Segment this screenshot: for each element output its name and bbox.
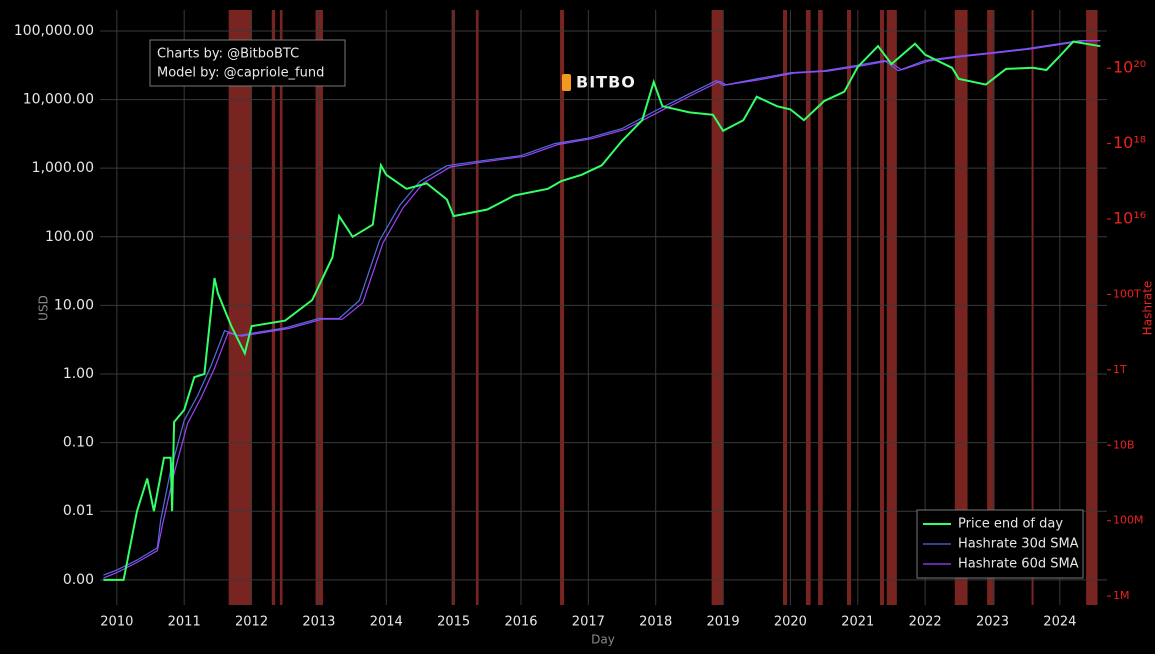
x-tick-label: 2012: [235, 615, 268, 630]
capitulation-band: [271, 10, 276, 605]
capitulation-band: [987, 10, 995, 605]
y-tick-label: 100.00: [45, 229, 94, 245]
capitulation-band: [228, 10, 252, 605]
y2-tick-label: 10¹⁸: [1113, 133, 1146, 152]
legend-label: Hashrate 60d SMA: [958, 557, 1079, 572]
capitulation-band: [1031, 10, 1034, 605]
capitulation-band: [805, 10, 811, 605]
capitulation-band: [475, 10, 479, 605]
capitulation-band: [880, 10, 885, 605]
series-line: [103, 40, 1101, 581]
x-tick-label: 2024: [1043, 615, 1076, 630]
y-tick-label: 1,000.00: [32, 160, 94, 176]
y2-tick-label: 10B: [1113, 438, 1135, 451]
x-tick-label: 2014: [370, 615, 403, 630]
legend-label: Hashrate 30d SMA: [958, 537, 1079, 552]
series-line: [103, 40, 1101, 579]
capitulation-band: [818, 10, 823, 605]
capitulation-band: [846, 10, 852, 605]
x-tick-label: 2016: [504, 615, 537, 630]
capitulation-band: [886, 10, 897, 605]
logo: BITBO: [576, 73, 636, 92]
capitulation-band: [783, 10, 788, 605]
capitulation-band: [1086, 10, 1098, 605]
x-tick-label: 2023: [976, 615, 1009, 630]
y-axis-label: USD: [37, 295, 51, 321]
y-tick-label: 0.10: [63, 435, 94, 451]
x-tick-label: 2022: [909, 615, 942, 630]
x-tick-label: 2017: [572, 615, 605, 630]
logo-icon: [562, 74, 571, 91]
annotation: Model by: @capriole_fund: [157, 66, 324, 81]
y2-tick-label: 10¹⁶: [1113, 209, 1146, 228]
y-tick-label: 0.01: [63, 503, 94, 519]
x-tick-label: 2020: [774, 615, 807, 630]
y-tick-label: 0.00: [63, 572, 94, 588]
y-tick-label: 1.00: [63, 366, 94, 382]
y2-tick-label: 1T: [1113, 363, 1127, 376]
capitulation-band: [560, 10, 565, 605]
y-tick-label: 10,000.00: [23, 92, 94, 108]
x-axis-label: Day: [591, 633, 615, 647]
x-tick-label: 2019: [707, 615, 740, 630]
y2-tick-label: 10²⁰: [1113, 58, 1146, 77]
y-tick-label: 100,000.00: [14, 23, 94, 39]
capitulation-band: [711, 10, 724, 605]
x-tick-label: 2018: [639, 615, 672, 630]
x-tick-label: 2013: [302, 615, 335, 630]
y2-tick-label: 100M: [1113, 514, 1144, 527]
y2-axis-label: Hashrate: [1141, 281, 1155, 336]
x-tick-label: 2010: [100, 615, 133, 630]
x-tick-label: 2021: [841, 615, 874, 630]
annotation-box: [149, 39, 346, 87]
capitulation-band: [279, 10, 283, 605]
legend-label: Price end of day: [958, 517, 1063, 532]
capitulation-band: [954, 10, 968, 605]
y2-tick-label: 100T: [1113, 287, 1141, 300]
x-tick-label: 2011: [168, 615, 201, 630]
x-tick-label: 2015: [437, 615, 470, 630]
y2-tick-label: 1M: [1113, 589, 1130, 602]
y-tick-label: 10.00: [54, 297, 94, 313]
annotation: Charts by: @BitboBTC: [157, 47, 299, 62]
